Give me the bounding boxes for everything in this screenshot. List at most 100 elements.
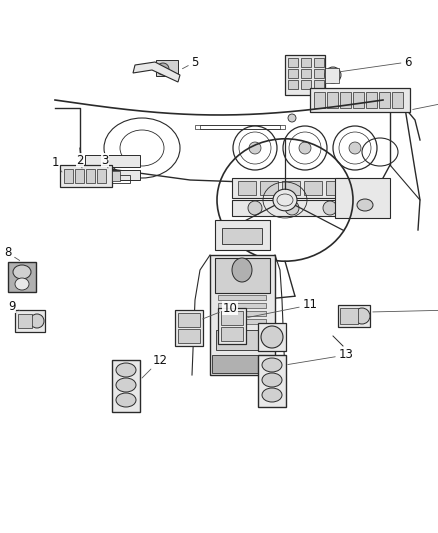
Bar <box>178 313 200 327</box>
Ellipse shape <box>288 114 296 122</box>
Ellipse shape <box>116 393 136 407</box>
Polygon shape <box>133 62 180 82</box>
Bar <box>222 228 262 244</box>
Bar <box>327 92 338 108</box>
Ellipse shape <box>13 265 31 279</box>
Bar <box>175 310 203 346</box>
Bar <box>218 303 266 308</box>
Bar <box>392 92 403 108</box>
Ellipse shape <box>262 358 282 372</box>
Bar <box>335 178 390 218</box>
Bar <box>325 68 339 83</box>
Bar <box>218 308 246 344</box>
Bar <box>314 80 324 89</box>
Ellipse shape <box>277 194 293 206</box>
Ellipse shape <box>116 363 136 377</box>
Bar <box>304 181 322 195</box>
Ellipse shape <box>354 308 370 324</box>
Bar <box>288 58 298 67</box>
Bar <box>260 181 278 195</box>
Bar <box>64 169 73 183</box>
Ellipse shape <box>261 326 283 348</box>
Ellipse shape <box>285 201 299 215</box>
Bar <box>75 169 84 183</box>
Ellipse shape <box>273 189 297 211</box>
Text: 1: 1 <box>51 157 62 172</box>
Bar <box>232 178 352 198</box>
Bar <box>210 255 275 375</box>
Ellipse shape <box>232 258 252 282</box>
Bar <box>60 165 112 187</box>
Bar <box>310 88 410 112</box>
Bar <box>95 175 130 183</box>
Bar <box>85 170 140 180</box>
Text: 12: 12 <box>142 353 167 378</box>
Bar <box>85 155 140 167</box>
Bar <box>258 355 286 407</box>
Bar <box>18 314 32 328</box>
Bar <box>301 69 311 78</box>
Text: 13: 13 <box>288 349 353 365</box>
Bar <box>86 169 95 183</box>
Text: 6: 6 <box>341 55 412 71</box>
Ellipse shape <box>262 388 282 402</box>
Ellipse shape <box>325 67 341 83</box>
Bar <box>112 360 140 412</box>
Ellipse shape <box>357 199 373 211</box>
Text: 9: 9 <box>8 300 20 312</box>
Bar <box>215 220 270 250</box>
Bar <box>212 355 270 373</box>
Bar <box>353 92 364 108</box>
Bar <box>314 92 325 108</box>
Bar <box>112 171 120 181</box>
Bar <box>338 305 370 327</box>
Text: 14: 14 <box>373 297 438 312</box>
Bar <box>282 181 300 195</box>
Text: 3: 3 <box>101 154 109 168</box>
Bar <box>301 80 311 89</box>
Text: 5: 5 <box>183 55 199 69</box>
Bar <box>288 69 298 78</box>
Bar <box>8 262 36 292</box>
Bar <box>218 311 266 316</box>
Text: 2: 2 <box>76 154 84 168</box>
Bar <box>215 258 270 293</box>
Bar <box>301 58 311 67</box>
Text: 8: 8 <box>4 246 20 261</box>
Ellipse shape <box>249 142 261 154</box>
Text: 10: 10 <box>203 302 237 319</box>
Bar <box>340 308 358 324</box>
Bar <box>216 330 266 350</box>
Bar <box>258 323 286 351</box>
Bar <box>195 125 280 129</box>
Bar <box>221 311 243 325</box>
Bar <box>314 58 324 67</box>
Ellipse shape <box>30 314 44 328</box>
Bar <box>288 80 298 89</box>
Bar <box>326 181 344 195</box>
Bar <box>97 169 106 183</box>
Ellipse shape <box>299 142 311 154</box>
Bar <box>218 319 266 324</box>
Bar <box>15 310 45 332</box>
Ellipse shape <box>262 373 282 387</box>
Bar <box>379 92 390 108</box>
Bar <box>218 295 266 300</box>
Bar <box>232 200 352 216</box>
Ellipse shape <box>15 278 29 290</box>
Ellipse shape <box>248 201 262 215</box>
Ellipse shape <box>116 378 136 392</box>
Bar <box>285 55 325 95</box>
Bar <box>221 327 243 341</box>
Bar <box>340 92 351 108</box>
Text: 11: 11 <box>248 298 318 318</box>
Bar <box>366 92 377 108</box>
Bar <box>200 125 285 129</box>
Bar <box>178 329 200 343</box>
Bar <box>156 60 178 76</box>
Ellipse shape <box>323 201 337 215</box>
Ellipse shape <box>349 142 361 154</box>
Ellipse shape <box>157 63 169 75</box>
Bar <box>314 69 324 78</box>
Text: 7: 7 <box>413 66 438 109</box>
